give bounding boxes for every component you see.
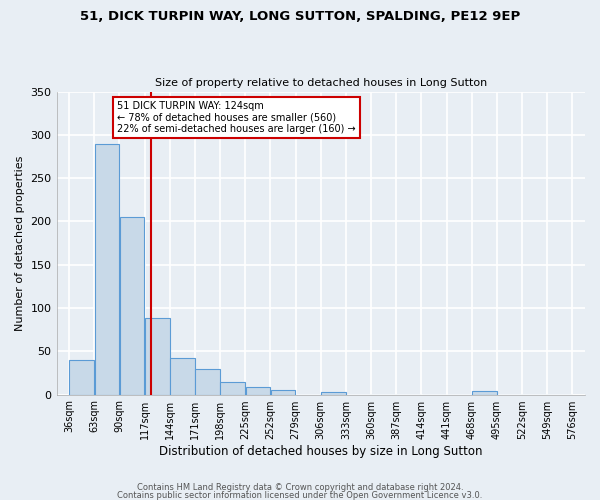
Bar bbox=[472, 391, 497, 394]
Title: Size of property relative to detached houses in Long Sutton: Size of property relative to detached ho… bbox=[155, 78, 487, 88]
Bar bbox=[170, 358, 195, 395]
Text: 51, DICK TURPIN WAY, LONG SUTTON, SPALDING, PE12 9EP: 51, DICK TURPIN WAY, LONG SUTTON, SPALDI… bbox=[80, 10, 520, 23]
Text: Contains HM Land Registry data © Crown copyright and database right 2024.: Contains HM Land Registry data © Crown c… bbox=[137, 484, 463, 492]
Bar bbox=[245, 387, 270, 394]
Bar bbox=[70, 360, 94, 394]
Bar bbox=[271, 390, 295, 394]
Bar bbox=[321, 392, 346, 394]
Text: Contains public sector information licensed under the Open Government Licence v3: Contains public sector information licen… bbox=[118, 490, 482, 500]
Y-axis label: Number of detached properties: Number of detached properties bbox=[15, 156, 25, 331]
Bar bbox=[119, 217, 145, 394]
Bar bbox=[195, 368, 220, 394]
Text: 51 DICK TURPIN WAY: 124sqm
← 78% of detached houses are smaller (560)
22% of sem: 51 DICK TURPIN WAY: 124sqm ← 78% of deta… bbox=[118, 100, 356, 134]
Bar bbox=[145, 318, 170, 394]
Bar bbox=[95, 144, 119, 394]
X-axis label: Distribution of detached houses by size in Long Sutton: Distribution of detached houses by size … bbox=[159, 444, 482, 458]
Bar bbox=[220, 382, 245, 394]
